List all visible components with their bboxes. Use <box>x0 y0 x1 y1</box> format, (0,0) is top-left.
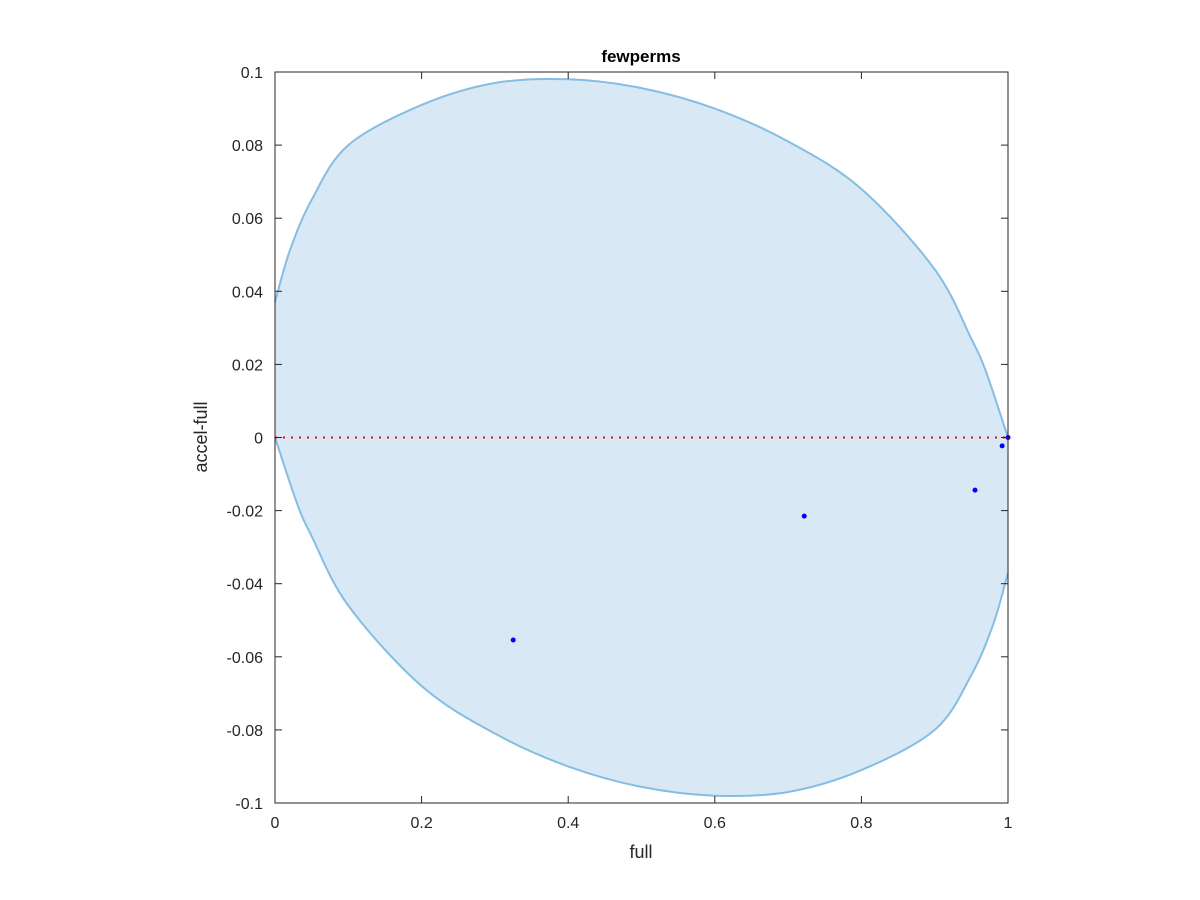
y-tick-label: -0.02 <box>227 504 264 521</box>
x-tick-label: 0.2 <box>410 815 432 832</box>
x-tick-label: 0.4 <box>557 815 579 832</box>
data-point <box>510 637 516 643</box>
y-tick-label: -0.04 <box>227 577 264 594</box>
x-tick-label: 0 <box>271 815 280 832</box>
x-tick-label: 0.8 <box>850 815 872 832</box>
data-point <box>999 443 1005 449</box>
y-axis-label: accel-full <box>191 401 211 472</box>
y-tick-label: 0.02 <box>232 357 263 374</box>
x-axis: 0 0.2 0.4 0.6 0.8 1 <box>271 72 1013 832</box>
y-tick-label: -0.06 <box>227 650 264 667</box>
y-tick-label: 0.04 <box>232 284 263 301</box>
y-tick-label: 0 <box>254 431 263 448</box>
x-tick-label: 1 <box>1004 815 1013 832</box>
region-fill <box>275 78 1008 797</box>
region-upper-edge <box>274 77 1009 438</box>
y-tick-label: 0.06 <box>232 211 263 228</box>
y-tick-label: -0.1 <box>235 796 263 813</box>
x-axis-label: full <box>629 842 652 862</box>
confidence-region <box>274 77 1009 798</box>
region-lower-edge <box>274 437 1009 798</box>
x-tick-label: 0.6 <box>704 815 726 832</box>
chart-title: fewperms <box>601 47 680 66</box>
data-points <box>510 435 1011 643</box>
y-tick-label: 0.1 <box>241 65 263 82</box>
data-point <box>972 487 978 493</box>
data-point <box>801 513 807 519</box>
y-axis: -0.1 -0.08 -0.06 -0.04 -0.02 0 0.02 0.04 0.06 0.0… <box>227 65 1008 813</box>
y-tick-label: -0.08 <box>227 723 264 740</box>
y-tick-label: 0.08 <box>232 138 263 155</box>
